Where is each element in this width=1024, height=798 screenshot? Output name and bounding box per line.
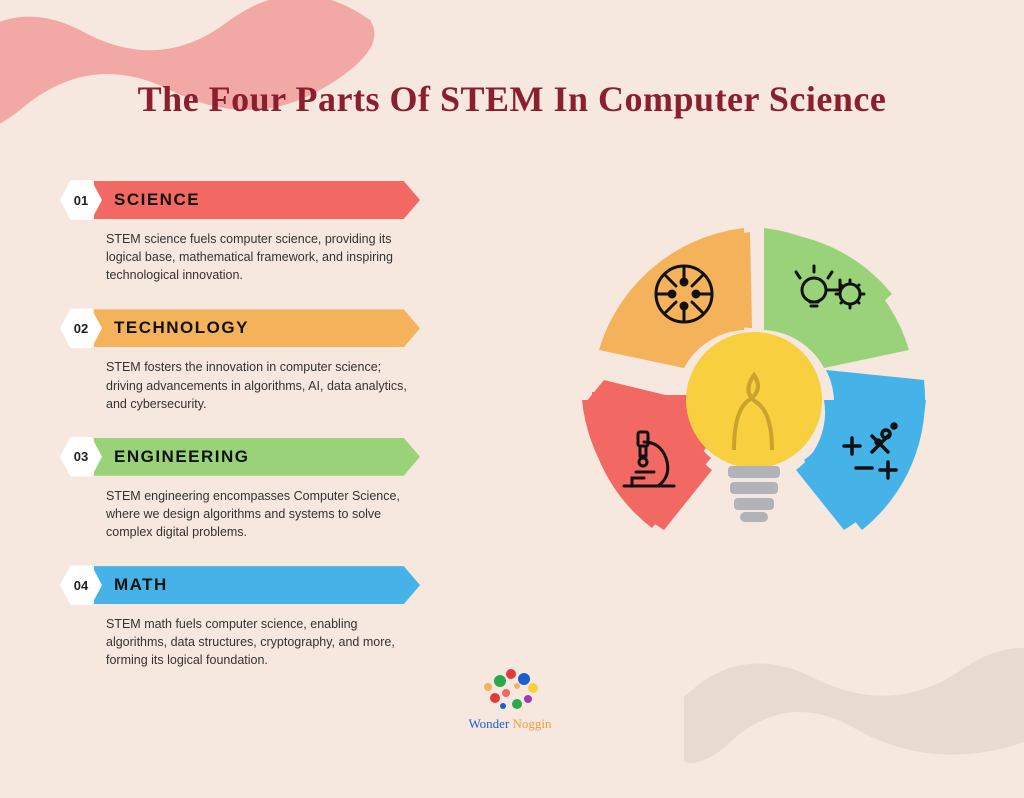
page-title: The Four Parts Of STEM In Computer Scien…: [0, 78, 1024, 120]
wonder-noggin-logo: Wonder Noggin: [455, 665, 565, 733]
logo-dot: [494, 675, 506, 687]
item-banner: MATH: [94, 566, 420, 604]
item-header: 01 SCIENCE: [60, 180, 420, 220]
item-description: STEM fosters the innovation in computer …: [60, 358, 420, 412]
segment-science-point: [586, 380, 686, 402]
stem-circular-diagram: [544, 190, 964, 610]
logo-text-wonder: Wonder: [468, 716, 512, 731]
logo-dot: [518, 673, 530, 685]
list-item: 01 SCIENCE STEM science fuels computer s…: [60, 180, 420, 284]
lightbulb-icon: [686, 332, 822, 522]
logo-dot: [514, 683, 520, 689]
logo-text-noggin: Noggin: [513, 716, 552, 731]
logo-dot: [502, 689, 510, 697]
item-header: 03 ENGINEERING: [60, 437, 420, 477]
logo-dot: [506, 669, 516, 679]
list-item: 02 TECHNOLOGY STEM fosters the innovatio…: [60, 308, 420, 412]
item-description: STEM engineering encompasses Computer Sc…: [60, 487, 420, 541]
wave-bottom-path: [684, 648, 1024, 763]
wave-bottom-decoration: [684, 618, 1024, 798]
logo-dot: [512, 699, 522, 709]
list-item: 04 MATH STEM math fuels computer science…: [60, 565, 420, 669]
logo-dot: [484, 683, 492, 691]
item-banner: TECHNOLOGY: [94, 309, 420, 347]
list-item: 03 ENGINEERING STEM engineering encompas…: [60, 437, 420, 541]
item-header: 04 MATH: [60, 565, 420, 605]
logo-brain-icon: [480, 665, 540, 713]
item-list: 01 SCIENCE STEM science fuels computer s…: [60, 180, 420, 694]
logo-dot: [528, 683, 538, 693]
logo-dot: [500, 703, 506, 709]
item-banner: SCIENCE: [94, 181, 420, 219]
logo-dot: [490, 693, 500, 703]
item-banner: ENGINEERING: [94, 438, 420, 476]
logo-dot: [524, 695, 532, 703]
item-description: STEM science fuels computer science, pro…: [60, 230, 420, 284]
item-description: STEM math fuels computer science, enabli…: [60, 615, 420, 669]
item-header: 02 TECHNOLOGY: [60, 308, 420, 348]
